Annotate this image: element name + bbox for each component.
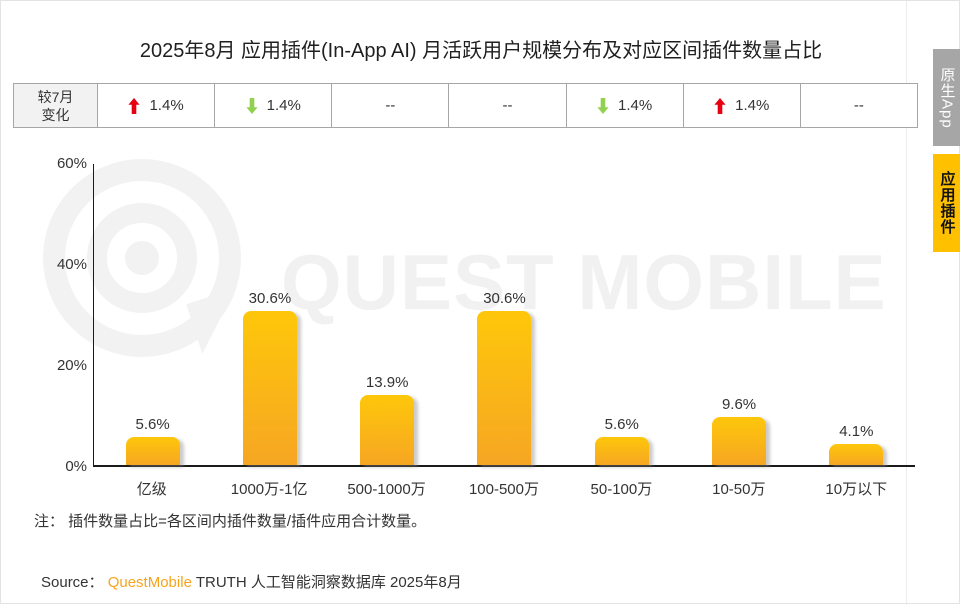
tab-in-app-plugin[interactable]: 应用插件 — [933, 154, 960, 252]
bar-slot: 5.6% — [94, 164, 211, 465]
change-value: 1.4% — [735, 97, 770, 114]
change-cell-1000w-1y: 1.4% — [215, 84, 333, 127]
bar — [360, 394, 415, 465]
slide-right-edge — [906, 1, 907, 605]
ytick-0: 0% — [65, 458, 87, 475]
down-arrow-icon — [246, 97, 258, 114]
ytick-20: 20% — [56, 357, 87, 374]
bar-slot: 13.9% — [329, 164, 446, 465]
category-label: 500-1000万 — [347, 481, 426, 498]
change-table-header-line2: 变化 — [41, 106, 70, 123]
bar-slot: 4.1% — [798, 164, 915, 465]
change-cell-yiji: 1.4% — [98, 84, 216, 127]
change-cell-500-1000w: -- — [332, 84, 450, 127]
tab-native-app[interactable]: 原生App — [933, 49, 960, 146]
category-label: 50-100万 — [590, 481, 653, 498]
change-value: -- — [502, 97, 513, 114]
questmobile-text-watermark: QUEST MOBILE — [281, 238, 887, 326]
bar-value-label: 30.6% — [483, 289, 526, 307]
source-prefix: Source： — [41, 574, 104, 591]
bar-slot: 30.6% — [211, 164, 328, 465]
change-value: 1.4% — [266, 97, 301, 114]
bar — [712, 416, 767, 465]
x-axis-labels: 亿级 1000万-1亿 500-1000万 100-500万 50-100万 1… — [93, 478, 915, 499]
bar — [477, 310, 532, 465]
bar — [242, 310, 297, 465]
bar-slot: 9.6% — [680, 164, 797, 465]
category-label: 1000万-1亿 — [230, 481, 308, 498]
category-label: 10-50万 — [712, 481, 766, 498]
bar-slot: 5.6% — [563, 164, 680, 465]
bar-value-label: 13.9% — [365, 373, 409, 391]
change-table-header-line1: 较7月 — [37, 88, 74, 105]
category-label: 100-500万 — [468, 481, 539, 498]
category-label: 亿级 — [136, 481, 167, 498]
bar — [125, 436, 180, 465]
bar-chart-plot-area: 5.6% 30.6% 13.9% 30.6% 5.6% 9.6% 4.1% — [93, 164, 915, 467]
change-table-header: 较7月 变化 — [14, 84, 98, 127]
questmobile-logo-watermark — [43, 159, 252, 357]
change-cell-100-500w: -- — [449, 84, 567, 127]
bar-series: 5.6% 30.6% 13.9% 30.6% 5.6% 9.6% 4.1% — [94, 164, 915, 465]
change-cell-10w-below: -- — [801, 84, 917, 127]
change-value: -- — [385, 97, 396, 114]
change-value: -- — [853, 97, 864, 114]
change-cell-50-100w: 1.4% — [567, 84, 684, 127]
source-brand: QuestMobile — [107, 574, 192, 591]
change-cell-10-50w: 1.4% — [684, 84, 801, 127]
up-arrow-icon — [128, 97, 141, 114]
up-arrow-icon — [714, 97, 726, 114]
source-suffix: TRUTH 人工智能洞察数据库 2025年8月 — [195, 574, 462, 591]
bar-value-label: 4.1% — [839, 423, 874, 441]
ytick-60: 60% — [56, 155, 87, 172]
category-label: 10万以下 — [825, 481, 888, 498]
change-value: 1.4% — [618, 97, 653, 114]
bar-value-label: 5.6% — [135, 415, 170, 433]
bar — [594, 436, 649, 465]
bar-value-label: 30.6% — [248, 289, 292, 307]
footnote: 注： 插件数量占比=各区间内插件数量/插件应用合计数量。 — [34, 513, 427, 530]
source-line: Source： QuestMobile TRUTH 人工智能洞察数据库 2025… — [41, 571, 462, 592]
change-value: 1.4% — [149, 97, 184, 114]
ytick-40: 40% — [56, 256, 87, 273]
logo-center-dot — [125, 241, 159, 275]
down-arrow-icon — [597, 97, 609, 114]
bar-value-label: 9.6% — [721, 395, 757, 413]
page-title: 2025年8月 应用插件(In-App AI) 月活跃用户规模分布及对应区间插件… — [139, 40, 823, 62]
bar-value-label: 5.6% — [604, 415, 639, 433]
bar-slot: 30.6% — [446, 164, 563, 465]
change-vs-july-table: 较7月 变化 1.4% 1.4% -- -- 1.4% 1.4% -- — [13, 83, 918, 128]
bar — [829, 444, 884, 465]
